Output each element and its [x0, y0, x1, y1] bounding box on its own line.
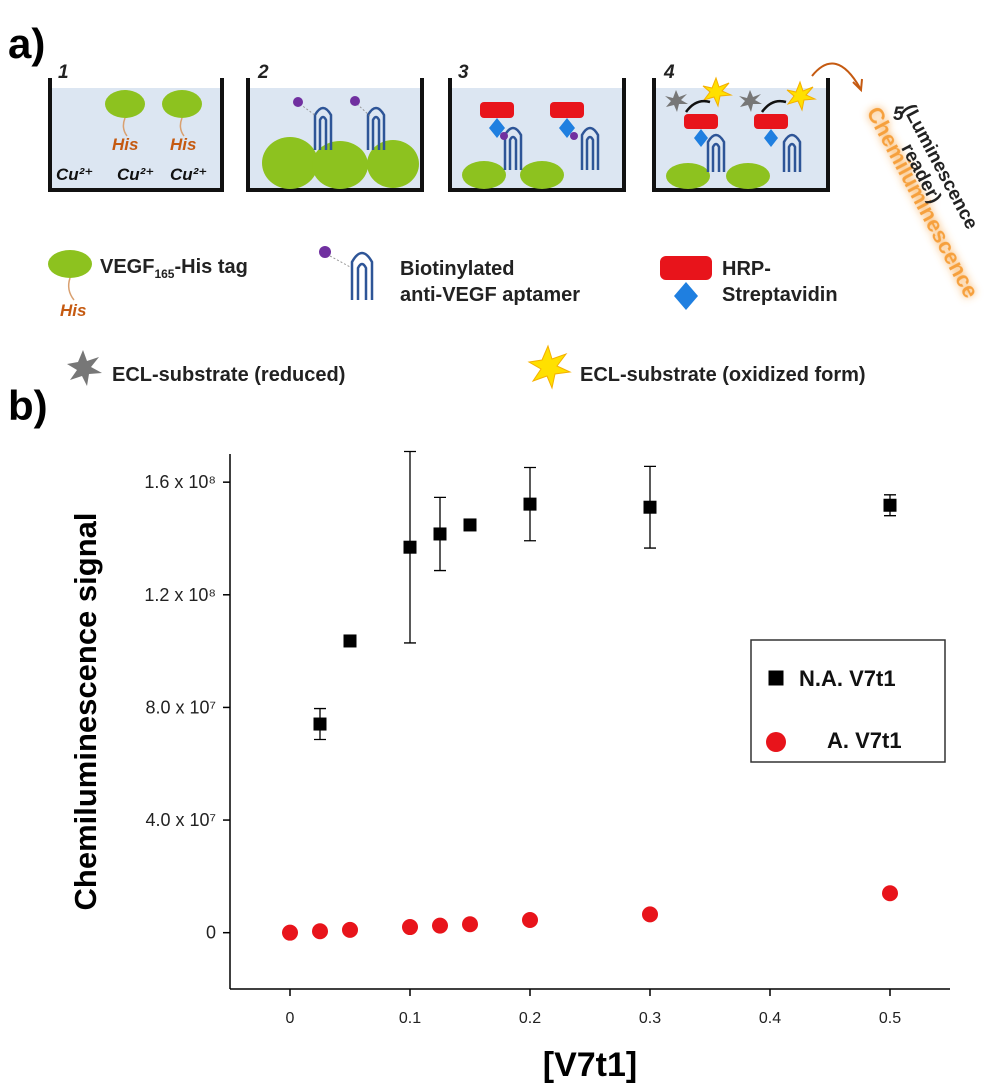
data-point	[312, 923, 328, 940]
legend-marker	[768, 670, 784, 686]
diagram-legend: His VEGF165-His tag Biotinylated anti-VE…	[48, 246, 866, 390]
legend-text: VEGF165-His tag	[100, 256, 248, 281]
data-point	[343, 634, 357, 648]
his-label: His	[60, 301, 86, 320]
panel-label: b)	[8, 382, 48, 429]
data-point	[462, 916, 478, 933]
copper-label: Cu²⁺	[56, 165, 93, 184]
x-tick-label: 0.1	[399, 1010, 421, 1027]
legend-text-part: VEGF	[100, 256, 154, 278]
legend-text: Biotinylated	[400, 258, 514, 280]
legend-text: Streptavidin	[722, 284, 838, 306]
data-point	[403, 540, 417, 554]
x-axis-label: [V7t1]	[543, 1046, 637, 1084]
step-number: 2	[257, 62, 269, 83]
well-4-contents	[665, 62, 863, 189]
data-point	[883, 498, 897, 512]
biotin	[350, 96, 360, 106]
vegf-protein	[162, 90, 202, 118]
legend-label: N.A. V7t1	[799, 666, 896, 691]
linker	[299, 103, 371, 117]
data-point	[432, 917, 448, 934]
aptamer	[313, 106, 386, 150]
data-point	[463, 518, 477, 532]
chart: 0 4.0 x 10⁷ 8.0 x 10⁷ 1.2 x 10⁸ 1.6 x 10⁸ 0 0.…	[68, 450, 950, 1084]
legend-text: anti-VEGF aptamer	[400, 284, 580, 306]
legend-text-part: -His tag	[174, 256, 247, 278]
y-tick-label: 8.0 x 10⁷	[145, 697, 216, 717]
reader-group: Chemiluminescence (Luminescence reader)	[862, 101, 984, 302]
panel-label: a)	[8, 20, 45, 67]
x-tick-label: 0.2	[519, 1010, 541, 1027]
step-number: 3	[458, 62, 469, 83]
x-tick-label: 0.4	[759, 1010, 781, 1027]
legend-text: ECL-substrate (reduced)	[112, 364, 345, 386]
legend-marker	[766, 732, 786, 752]
data-point	[643, 500, 657, 514]
data-point	[342, 921, 358, 938]
data-point	[402, 919, 418, 936]
well-3-contents	[462, 102, 600, 189]
x-tick-label: 0.5	[879, 1010, 901, 1027]
data-point	[882, 885, 898, 902]
biotin	[293, 97, 303, 107]
vegf-protein	[105, 90, 145, 118]
data-point	[642, 906, 658, 923]
vegf-protein	[312, 141, 368, 189]
vegf-protein	[367, 140, 419, 188]
y-tick-label: 0	[206, 923, 216, 943]
step-number: 4	[663, 62, 675, 83]
his-label: His	[112, 135, 138, 154]
step-number: 1	[58, 62, 69, 83]
legend-label: A. V7t1	[827, 728, 902, 753]
copper-label: Cu²⁺	[170, 165, 207, 184]
well-walls	[48, 78, 830, 192]
y-tick-label: 1.2 x 10⁸	[144, 585, 216, 605]
data-point	[522, 912, 538, 929]
data-point	[313, 717, 327, 731]
data-point	[433, 527, 447, 541]
his-tag	[122, 117, 185, 137]
x-tick-label: 0	[286, 1010, 295, 1027]
step-number: 5	[893, 104, 904, 125]
legend-text: ECL-substrate (oxidized form)	[580, 364, 866, 386]
y-tick-label: 4.0 x 10⁷	[145, 810, 216, 830]
legend-subscript: 165	[154, 267, 174, 281]
vegf-protein	[262, 137, 318, 189]
well-2-contents	[262, 96, 419, 189]
his-label: His	[170, 135, 196, 154]
copper-label: Cu²⁺	[117, 165, 154, 184]
y-tick-label: 1.6 x 10⁸	[144, 472, 216, 492]
data-point	[282, 924, 298, 941]
y-axis-label: Chemiluminescence signal	[68, 513, 103, 911]
legend-text: HRP-	[722, 258, 771, 280]
data-point	[523, 497, 537, 511]
x-tick-label: 0.3	[639, 1010, 661, 1027]
